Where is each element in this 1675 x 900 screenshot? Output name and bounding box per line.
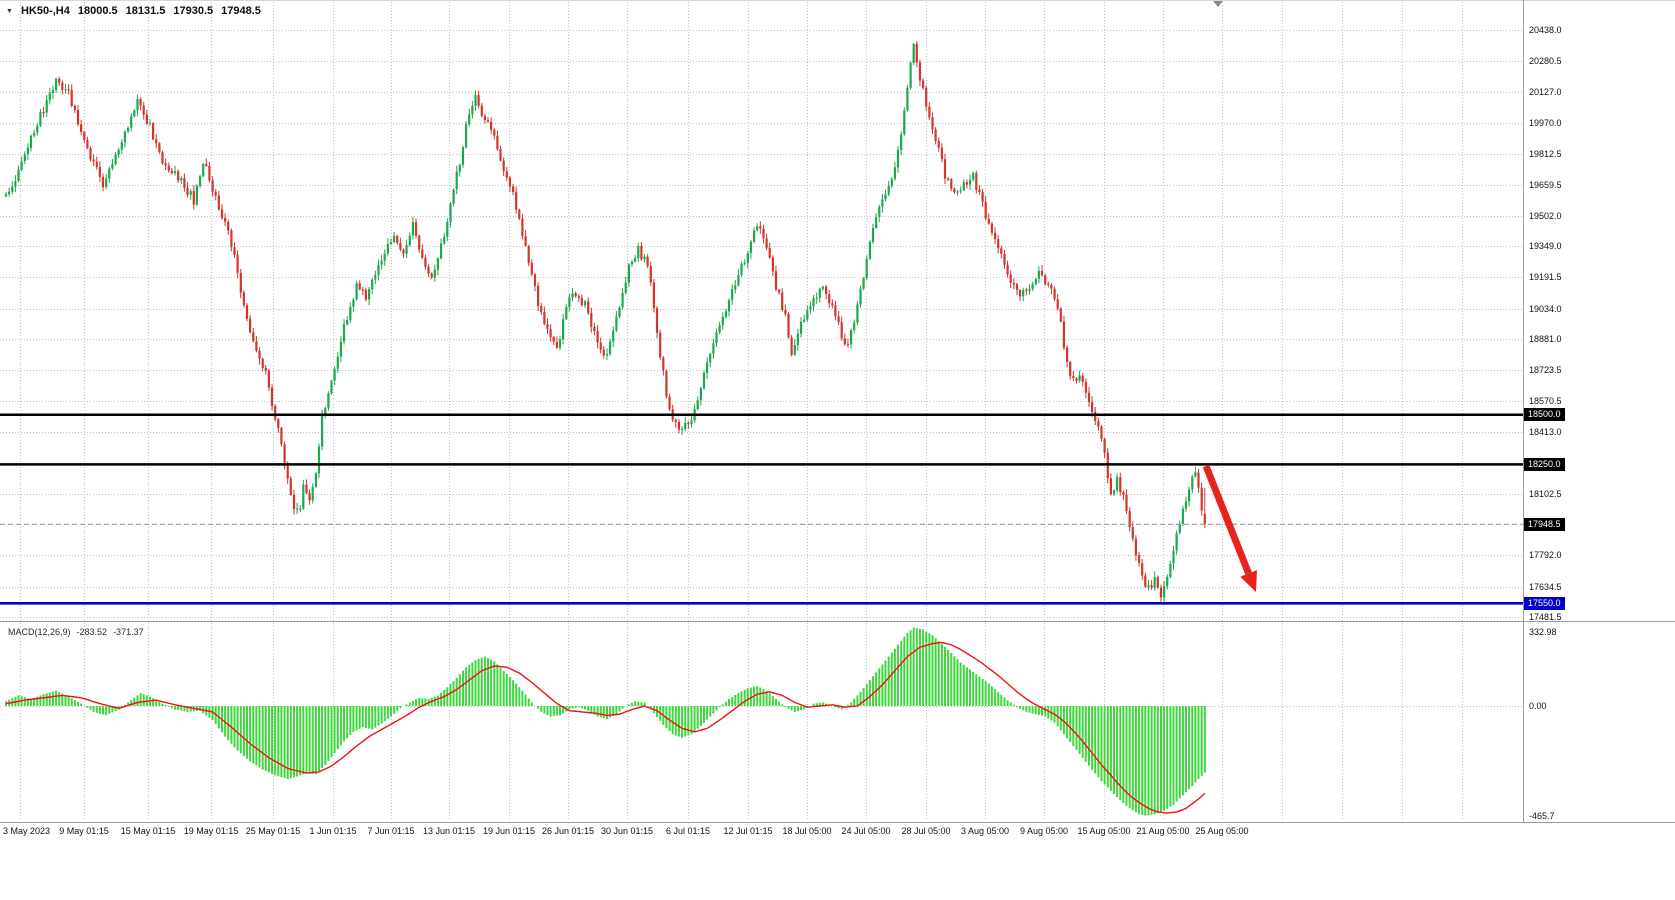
chart-shift-marker bbox=[1213, 1, 1223, 7]
time-tick-label: 30 Jun 01:15 bbox=[600, 826, 654, 836]
price-tick-label: 19191.5 bbox=[1529, 272, 1562, 283]
price-tick-label: 18102.5 bbox=[1529, 488, 1562, 499]
price-tick-label: 17634.5 bbox=[1529, 581, 1562, 592]
time-tick-label: 15 Aug 05:00 bbox=[1077, 826, 1131, 836]
candles bbox=[4, 41, 1206, 603]
price-tick-label: 19349.0 bbox=[1529, 241, 1562, 252]
price-tick-label: 19812.5 bbox=[1529, 149, 1562, 160]
time-tick-label: 21 Aug 05:00 bbox=[1136, 826, 1190, 836]
macd-indicator-label: MACD(12,26,9) -283.52 -371.37 bbox=[8, 627, 144, 637]
price-tick-label: 18570.5 bbox=[1529, 395, 1562, 406]
time-tick-label: 25 May 01:15 bbox=[245, 826, 301, 836]
price-tick-label: 20127.0 bbox=[1529, 86, 1562, 97]
time-tick-label: 15 May 01:15 bbox=[120, 826, 176, 836]
time-tick-label: 9 May 01:15 bbox=[59, 826, 109, 836]
price-tick-label: 17481.5 bbox=[1529, 611, 1562, 622]
price-tick-label: 18413.0 bbox=[1529, 427, 1562, 438]
symbol-timeframe-label: HK50-,H4 bbox=[20, 5, 70, 17]
time-tick-label: 9 Aug 05:00 bbox=[1019, 826, 1069, 836]
time-tick-label: 25 Aug 05:00 bbox=[1195, 826, 1249, 836]
time-tick-label: 19 May 01:15 bbox=[183, 826, 239, 836]
macd-signal-value: -371.37 bbox=[113, 627, 144, 637]
level-price-label: 18250.0 bbox=[1524, 457, 1565, 471]
price-tick-label: 17792.0 bbox=[1529, 550, 1562, 561]
symbol-quote-bar: ▼ HK50-,H4 18000.5 18131.5 17930.5 17948… bbox=[6, 5, 261, 17]
macd-value: -283.52 bbox=[76, 627, 108, 637]
quote-open: 18000.5 bbox=[77, 5, 118, 17]
price-tick-label: 20280.5 bbox=[1529, 56, 1562, 67]
symbol-dropdown-icon[interactable]: ▼ bbox=[6, 7, 13, 15]
time-tick-label: 19 Jun 01:15 bbox=[482, 826, 536, 836]
time-tick-label: 26 Jun 01:15 bbox=[541, 826, 595, 836]
level-price-label: 18500.0 bbox=[1524, 408, 1565, 422]
quote-close: 17948.5 bbox=[221, 5, 261, 17]
macd-tick-label: 0.00 bbox=[1529, 701, 1547, 711]
price-tick-label: 18723.5 bbox=[1529, 365, 1562, 376]
price-tick-label: 20438.0 bbox=[1529, 25, 1562, 35]
price-tick-label: 19502.0 bbox=[1529, 210, 1562, 221]
time-tick-label: 7 Jun 01:15 bbox=[367, 826, 415, 836]
macd-axis[interactable]: 332.98 0.00 -465.7 bbox=[1523, 622, 1675, 822]
price-tick-label: 19970.0 bbox=[1529, 117, 1562, 128]
chart-chrome bbox=[0, 0, 1675, 823]
time-tick-label: 6 Jul 01:15 bbox=[665, 826, 711, 836]
time-tick-label: 1 Jun 01:15 bbox=[309, 826, 357, 836]
time-tick-label: 12 Jul 01:15 bbox=[723, 826, 773, 836]
price-level-lines bbox=[0, 413, 1523, 605]
time-tick-label: 28 Jul 05:00 bbox=[901, 826, 951, 836]
annotation-arrow bbox=[1202, 464, 1257, 592]
time-tick-label: 13 Jun 01:15 bbox=[422, 826, 476, 836]
grid-lines bbox=[0, 2, 1523, 820]
time-tick-label: 3 Aug 05:00 bbox=[960, 826, 1010, 836]
time-tick-label: 3 May 2023 bbox=[3, 826, 51, 836]
macd-tick-label: 332.98 bbox=[1529, 627, 1557, 637]
price-tick-label: 19034.0 bbox=[1529, 303, 1562, 314]
price-axis[interactable]: 20438.0 20280.5 20127.0 19970.0 19812.5 19659… bbox=[1523, 0, 1675, 622]
time-axis[interactable]: 3 May 2023 9 May 01:15 15 May 01:15 19 May … bbox=[0, 822, 1675, 840]
quote-low: 17930.5 bbox=[173, 5, 214, 17]
macd-title: MACD(12,26,9) bbox=[8, 627, 71, 637]
price-tick-label: 19659.5 bbox=[1529, 179, 1562, 190]
time-tick-label: 24 Jul 05:00 bbox=[841, 826, 891, 836]
time-tick-label: 18 Jul 05:00 bbox=[782, 826, 832, 836]
level-price-label: 17550.0 bbox=[1524, 596, 1565, 610]
macd-indicator bbox=[5, 627, 1206, 816]
current-price-label: 17948.5 bbox=[1524, 517, 1565, 531]
quote-high: 18131.5 bbox=[125, 5, 166, 17]
macd-tick-label: -465.7 bbox=[1529, 810, 1555, 821]
price-tick-label: 18881.0 bbox=[1529, 334, 1562, 345]
